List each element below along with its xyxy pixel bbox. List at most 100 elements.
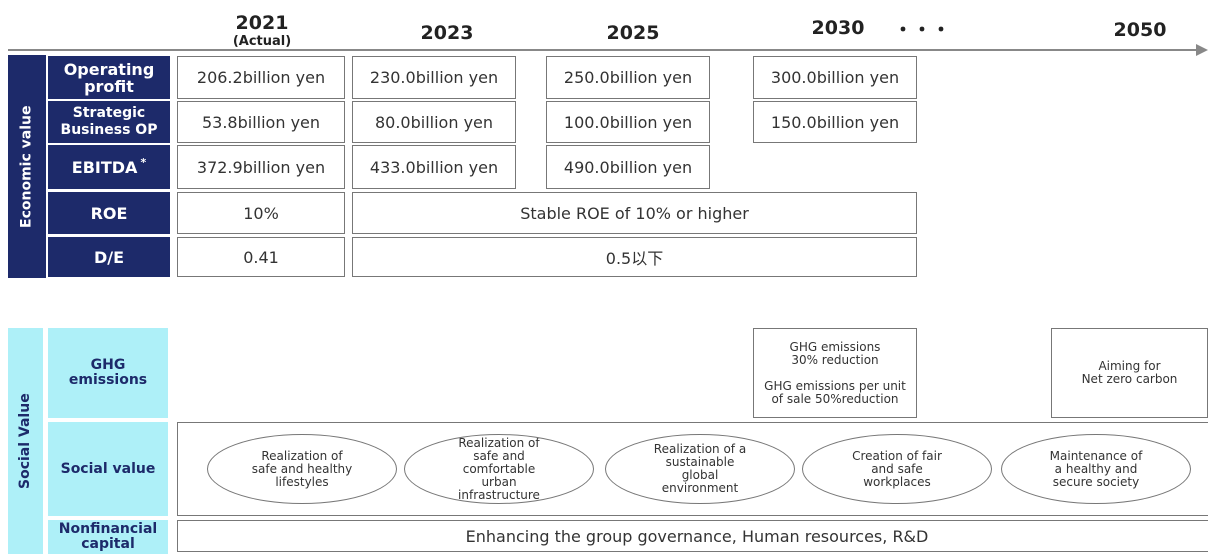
label-line: EBITDA: [71, 157, 138, 177]
value-cell: 10%: [177, 192, 345, 234]
text-line: Net zero carbon: [1081, 372, 1178, 386]
label-line: Social value: [60, 460, 156, 477]
text-line: lifestyles: [275, 474, 329, 489]
value: 0.5以下: [605, 249, 664, 268]
text-line: Realization of: [458, 435, 540, 450]
value-cell: 100.0billion yen: [546, 101, 710, 143]
target-box: GHG emissions 30% reduction GHG emissions…: [753, 328, 917, 418]
year-label: 2023: [387, 19, 507, 47]
value-cell: 80.0billion yen: [352, 101, 516, 143]
value-cell: 250.0billion yen: [546, 56, 710, 99]
value-cell: 0.5以下: [352, 237, 917, 277]
value-cell: Stable ROE of 10% or higher: [352, 192, 917, 234]
value-cell: 150.0billion yen: [753, 101, 917, 143]
text-line: safe and: [473, 448, 525, 463]
value: 230.0billion yen: [369, 68, 499, 87]
oval: Creation of fair and safe workplaces: [802, 434, 992, 504]
year-label: 2021 (Actual): [202, 8, 322, 52]
text-line: global: [681, 468, 719, 482]
value: 372.9billion yen: [196, 157, 326, 177]
oval: Realization of safe and comfortable urban in…: [404, 434, 594, 504]
label-line: profit: [84, 76, 134, 96]
label-line: Business OP: [60, 122, 158, 138]
row-label: GHG emissions: [48, 328, 168, 418]
label-line: Nonfinancial: [58, 521, 158, 537]
text-line: urban: [481, 474, 517, 489]
text-line: GHG emissions: [789, 339, 881, 354]
oval: Maintenance of a healthy and secure societ…: [1001, 434, 1191, 504]
value: Stable ROE of 10% or higher: [520, 203, 749, 223]
text-line: safe and healthy: [251, 461, 353, 476]
section-label: Social Value: [17, 393, 33, 489]
value: 433.0billion yen: [369, 157, 499, 177]
text-line: sustainable: [665, 455, 735, 469]
text-line: comfortable: [462, 461, 536, 476]
value-cell: 433.0billion yen: [352, 145, 516, 189]
value-cell: 300.0billion yen: [753, 56, 917, 99]
value: 53.8billion yen: [201, 112, 321, 132]
year-label: ・・・: [862, 14, 982, 42]
year: 2025: [606, 22, 660, 44]
value-cell: 372.9billion yen: [177, 145, 345, 189]
oval: Realization of a sustainable global environ…: [605, 434, 795, 504]
value: 150.0billion yen: [770, 112, 900, 132]
value-cell: 490.0billion yen: [546, 145, 710, 189]
row-label: Social value: [48, 422, 168, 516]
row-label: Nonfinancial capital: [48, 520, 168, 554]
text-line: environment: [661, 481, 739, 495]
value-cell: 230.0billion yen: [352, 56, 516, 99]
year-label: 2025: [573, 19, 693, 47]
label-line: Operating: [63, 59, 155, 79]
value: 250.0billion yen: [563, 68, 693, 87]
text-line: GHG emissions per unit: [764, 378, 906, 393]
label-line: capital: [81, 536, 135, 552]
row-label: Operating profit: [48, 56, 170, 99]
text-line: Maintenance of: [1049, 448, 1143, 463]
marker: *: [140, 155, 147, 169]
text-line: Realization of: [261, 448, 343, 463]
row-label: EBITDA *: [48, 145, 170, 189]
text: Enhancing the group governance, Human re…: [465, 526, 929, 546]
year-note: (Actual): [232, 33, 292, 49]
year: 2021: [235, 11, 289, 34]
text-line: and safe: [871, 461, 923, 476]
text-line: Creation of fair: [852, 448, 942, 463]
year: ・・・: [893, 18, 951, 41]
label-line: D/E: [93, 247, 125, 267]
text-line: of sale 50%reduction: [771, 391, 899, 406]
value-cell: 206.2billion yen: [177, 56, 345, 99]
row-label: ROE: [48, 192, 170, 234]
text-line: [833, 367, 837, 380]
oval: Realization of safe and healthy lifestyles: [207, 434, 397, 504]
label-line: ROE: [90, 203, 128, 223]
value: 10%: [243, 203, 279, 223]
text-line: secure society: [1052, 474, 1140, 489]
year-label: 2050: [1080, 16, 1200, 44]
text-line: Realization of a: [653, 442, 747, 456]
value-cell: 53.8billion yen: [177, 101, 345, 143]
capital-bar: Enhancing the group governance, Human re…: [177, 520, 1208, 552]
text-line: Aiming for: [1098, 359, 1161, 373]
value: 100.0billion yen: [563, 112, 693, 132]
text-line: a healthy and: [1054, 461, 1138, 476]
target-box: Aiming for Net zero carbon: [1051, 328, 1208, 418]
text-line: infrastructure: [458, 487, 540, 502]
value: 0.41: [243, 247, 279, 267]
value: 490.0billion yen: [563, 157, 693, 177]
text-line: 30% reduction: [791, 352, 879, 367]
year: 2023: [420, 22, 474, 44]
year: 2030: [811, 17, 865, 39]
row-label: D/E: [48, 237, 170, 277]
label-line: emissions: [68, 372, 148, 388]
value: 206.2billion yen: [196, 68, 326, 87]
label-line: Strategic: [72, 105, 146, 121]
value: 300.0billion yen: [770, 68, 900, 87]
text-line: workplaces: [863, 474, 931, 489]
economic-label: Economic value: [8, 55, 46, 278]
year-label: 2030: [778, 14, 898, 42]
social-label: Social Value: [8, 328, 43, 554]
year: 2050: [1113, 19, 1167, 41]
row-label: Strategic Business OP: [48, 101, 170, 143]
